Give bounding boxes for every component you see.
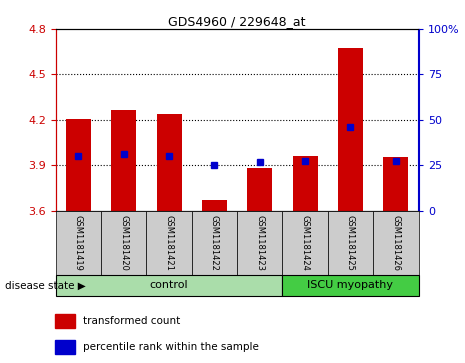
Bar	[157, 114, 182, 211]
Bar	[247, 168, 272, 211]
Bar	[282, 275, 418, 296]
Title: GDS4960 / 229648_at: GDS4960 / 229648_at	[168, 15, 306, 28]
Bar	[56, 211, 101, 276]
Text: GSM1181422: GSM1181422	[210, 215, 219, 271]
Bar	[55, 340, 75, 354]
Bar	[101, 211, 146, 276]
Text: GSM1181421: GSM1181421	[165, 215, 173, 271]
Bar	[383, 157, 408, 211]
Bar	[338, 48, 363, 211]
Bar	[237, 211, 283, 276]
Bar	[328, 211, 373, 276]
Text: control: control	[150, 280, 188, 290]
Bar	[202, 200, 227, 211]
Bar	[192, 211, 237, 276]
Bar	[373, 211, 418, 276]
Bar	[292, 156, 318, 211]
Bar	[55, 314, 75, 328]
Text: GSM1181425: GSM1181425	[346, 215, 355, 271]
Text: GSM1181423: GSM1181423	[255, 215, 264, 271]
Text: transformed count: transformed count	[83, 316, 180, 326]
Text: disease state ▶: disease state ▶	[5, 281, 86, 291]
Text: ISCU myopathy: ISCU myopathy	[307, 280, 393, 290]
Bar	[66, 119, 91, 211]
Bar	[146, 211, 192, 276]
Bar	[111, 110, 136, 211]
Text: GSM1181419: GSM1181419	[74, 215, 83, 271]
Text: GSM1181426: GSM1181426	[392, 215, 400, 271]
Text: GSM1181420: GSM1181420	[120, 215, 128, 271]
Text: GSM1181424: GSM1181424	[301, 215, 310, 271]
Bar	[282, 211, 328, 276]
Bar	[56, 275, 282, 296]
Text: percentile rank within the sample: percentile rank within the sample	[83, 342, 259, 352]
